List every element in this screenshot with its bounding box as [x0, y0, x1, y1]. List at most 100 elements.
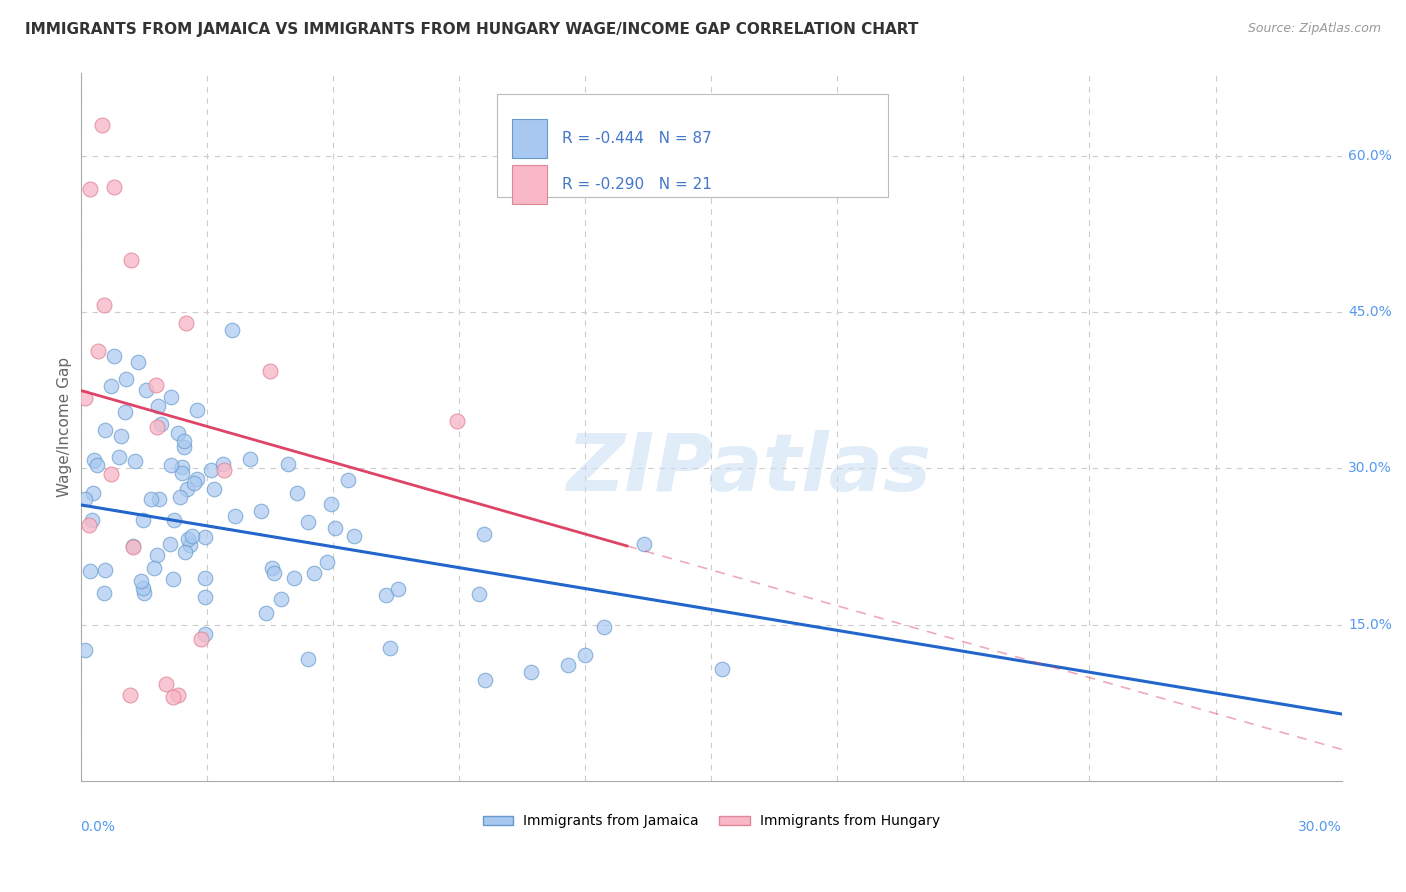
Point: [114, 372, 136, 386]
Point: [259, 364, 281, 378]
Point: [194, 590, 217, 604]
Point: [224, 508, 246, 523]
Point: [94, 423, 117, 437]
Point: [633, 537, 655, 551]
Point: [103, 349, 125, 363]
Point: [87, 344, 110, 359]
Point: [163, 513, 186, 527]
Text: 15.0%: 15.0%: [1348, 617, 1392, 632]
Point: [202, 482, 225, 496]
Point: [73, 491, 96, 506]
Point: [131, 581, 153, 595]
Text: 60.0%: 60.0%: [1348, 149, 1392, 163]
Point: [174, 545, 197, 559]
Point: [474, 673, 496, 687]
Point: [239, 452, 262, 467]
Point: [194, 626, 217, 640]
Point: [166, 688, 188, 702]
Point: [83, 453, 105, 467]
Point: [181, 529, 204, 543]
Point: [100, 467, 122, 482]
Point: [169, 490, 191, 504]
Point: [212, 462, 235, 476]
Point: [183, 476, 205, 491]
Point: [263, 566, 285, 580]
Point: [145, 419, 167, 434]
Point: [711, 662, 734, 676]
Point: [472, 527, 495, 541]
Point: [93, 298, 115, 312]
Point: [162, 572, 184, 586]
Point: [323, 521, 346, 535]
Point: [93, 563, 115, 577]
Point: [159, 536, 181, 550]
Point: [186, 403, 208, 417]
Point: [159, 458, 181, 472]
Point: [519, 665, 541, 679]
Point: [574, 648, 596, 662]
Point: [141, 491, 163, 506]
Bar: [512, 165, 547, 204]
Point: [176, 482, 198, 496]
Point: [122, 539, 145, 553]
Point: [343, 529, 366, 543]
Point: [121, 541, 143, 555]
Point: [77, 517, 100, 532]
Text: ZIPatlas: ZIPatlas: [567, 430, 931, 508]
Point: [446, 414, 468, 428]
Point: [177, 532, 200, 546]
Point: [90, 118, 112, 132]
Point: [127, 354, 149, 368]
Point: [103, 180, 125, 194]
Point: [73, 391, 96, 405]
Point: [283, 571, 305, 585]
Point: [150, 417, 173, 431]
Point: [297, 652, 319, 666]
Point: [118, 688, 141, 702]
Point: [108, 450, 131, 465]
Point: [82, 485, 104, 500]
Point: [93, 586, 115, 600]
Point: [375, 589, 398, 603]
Point: [256, 606, 278, 620]
Text: 30.0%: 30.0%: [1298, 820, 1341, 833]
Text: Source: ZipAtlas.com: Source: ZipAtlas.com: [1247, 22, 1381, 36]
Point: [73, 643, 96, 657]
Point: [200, 463, 222, 477]
Point: [297, 515, 319, 529]
FancyBboxPatch shape: [496, 95, 887, 197]
Point: [124, 454, 146, 468]
Point: [79, 182, 101, 196]
Point: [212, 458, 235, 472]
Point: [186, 472, 208, 486]
Point: [194, 530, 217, 544]
Text: 0.0%: 0.0%: [80, 820, 115, 833]
Point: [249, 504, 271, 518]
Point: [145, 378, 167, 392]
Point: [190, 632, 212, 646]
Point: [174, 316, 197, 330]
Point: [468, 587, 491, 601]
Text: R = -0.290   N = 21: R = -0.290 N = 21: [562, 177, 713, 192]
Y-axis label: Wage/Income Gap: Wage/Income Gap: [58, 357, 72, 497]
Point: [155, 677, 177, 691]
Point: [86, 458, 108, 472]
Point: [79, 565, 101, 579]
Text: 45.0%: 45.0%: [1348, 305, 1392, 319]
Point: [221, 322, 243, 336]
Point: [387, 582, 409, 596]
Bar: [512, 119, 547, 158]
Point: [337, 473, 360, 487]
Point: [179, 538, 201, 552]
Point: [173, 434, 195, 448]
Point: [162, 690, 184, 705]
Point: [302, 566, 325, 580]
Point: [260, 561, 283, 575]
Point: [159, 390, 181, 404]
Point: [148, 491, 170, 506]
Point: [270, 591, 292, 606]
Point: [166, 425, 188, 440]
Text: 30.0%: 30.0%: [1348, 461, 1392, 475]
Point: [173, 440, 195, 454]
Point: [100, 379, 122, 393]
